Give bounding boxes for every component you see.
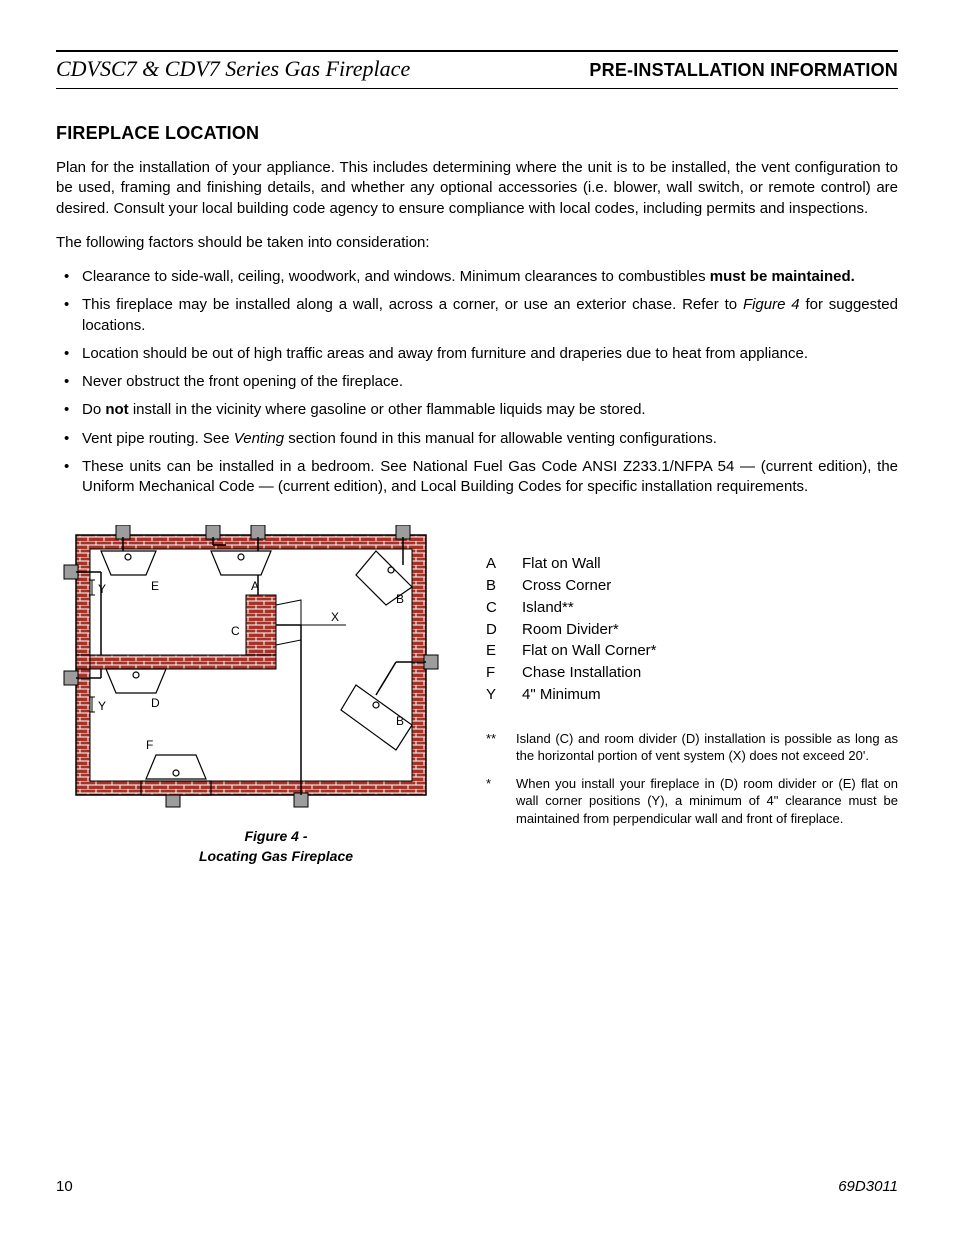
figure-caption: Figure 4 - Locating Gas Fireplace bbox=[56, 827, 446, 866]
bullet-6-text-a: Vent pipe routing. See bbox=[82, 430, 234, 447]
header-right: PRE-INSTALLATION INFORMATION bbox=[589, 60, 898, 81]
bullet-2: This fireplace may be installed along a … bbox=[82, 295, 898, 336]
legend-key: D bbox=[486, 619, 504, 641]
legend-label: Room Divider* bbox=[522, 619, 619, 641]
note-mark: ** bbox=[486, 730, 502, 765]
bullet-5: Do not install in the vicinity where gas… bbox=[82, 400, 898, 420]
bullet-1-text-a: Clearance to side-wall, ceiling, woodwor… bbox=[82, 268, 710, 285]
svg-text:B: B bbox=[396, 714, 404, 728]
intro-para-2: The following factors should be taken in… bbox=[56, 233, 898, 253]
legend-key: A bbox=[486, 553, 504, 575]
svg-text:F: F bbox=[146, 738, 153, 752]
note-text: Island (C) and room divider (D) installa… bbox=[516, 730, 898, 765]
legend-label: Flat on Wall Corner* bbox=[522, 640, 657, 662]
legend-label: Cross Corner bbox=[522, 575, 611, 597]
legend-row-a: A Flat on Wall bbox=[486, 553, 898, 575]
legend-key: E bbox=[486, 640, 504, 662]
legend-row-f: F Chase Installation bbox=[486, 662, 898, 684]
note-2: * When you install your fireplace in (D)… bbox=[486, 775, 898, 828]
svg-text:A: A bbox=[251, 579, 259, 593]
legend-notes: ** Island (C) and room divider (D) insta… bbox=[486, 730, 898, 828]
bullet-3: Location should be out of high traffic a… bbox=[82, 344, 898, 364]
page: CDVSC7 & CDV7 Series Gas Fireplace PRE-I… bbox=[0, 0, 954, 1235]
bullet-4: Never obstruct the front opening of the … bbox=[82, 372, 898, 392]
figure-legend: A Flat on Wall B Cross Corner C Island** DR… bbox=[486, 525, 898, 837]
header-row: CDVSC7 & CDV7 Series Gas Fireplace PRE-I… bbox=[56, 56, 898, 89]
figure-area: E A B C X B D F Y Y Figure 4 - Locating … bbox=[56, 525, 898, 866]
doc-number: 69D3011 bbox=[838, 1178, 898, 1195]
section-heading: FIREPLACE LOCATION bbox=[56, 123, 898, 144]
legend-label: 4" Minimum bbox=[522, 684, 601, 706]
bullet-5-text-c: install in the vicinity where gasoline o… bbox=[129, 401, 646, 418]
bullet-6-text-b: Venting bbox=[234, 430, 284, 447]
legend-key: Y bbox=[486, 684, 504, 706]
bullet-7: These units can be installed in a bedroo… bbox=[82, 457, 898, 498]
svg-text:X: X bbox=[331, 610, 339, 624]
bullet-6: Vent pipe routing. See Venting section f… bbox=[82, 429, 898, 449]
footer: 10 69D3011 bbox=[56, 1178, 898, 1195]
note-mark: * bbox=[486, 775, 502, 828]
note-text: When you install your fireplace in (D) r… bbox=[516, 775, 898, 828]
bullet-1: Clearance to side-wall, ceiling, woodwor… bbox=[82, 267, 898, 287]
top-rule bbox=[56, 50, 898, 52]
svg-text:B: B bbox=[396, 592, 404, 606]
bullet-2-text-a: This fireplace may be installed along a … bbox=[82, 296, 743, 313]
legend-label: Chase Installation bbox=[522, 662, 641, 684]
figure-caption-line1: Figure 4 - bbox=[244, 828, 307, 844]
bullet-2-text-b: Figure 4 bbox=[743, 296, 800, 313]
svg-text:Y: Y bbox=[98, 699, 106, 713]
header-left: CDVSC7 & CDV7 Series Gas Fireplace bbox=[56, 56, 410, 82]
legend-row-y: Y 4" Minimum bbox=[486, 684, 898, 706]
bullet-5-text-a: Do bbox=[82, 401, 105, 418]
page-number: 10 bbox=[56, 1178, 73, 1195]
legend-list: A Flat on Wall B Cross Corner C Island** DR… bbox=[486, 553, 898, 705]
legend-key: F bbox=[486, 662, 504, 684]
svg-text:Y: Y bbox=[98, 582, 106, 596]
legend-row-b: B Cross Corner bbox=[486, 575, 898, 597]
svg-text:D: D bbox=[151, 696, 160, 710]
legend-row-d: D Room Divider* bbox=[486, 619, 898, 641]
legend-row-e: E Flat on Wall Corner* bbox=[486, 640, 898, 662]
legend-key: B bbox=[486, 575, 504, 597]
intro-para-1: Plan for the installation of your applia… bbox=[56, 158, 898, 219]
svg-text:C: C bbox=[231, 624, 240, 638]
legend-label: Island** bbox=[522, 597, 574, 619]
legend-row-c: C Island** bbox=[486, 597, 898, 619]
svg-text:E: E bbox=[151, 579, 159, 593]
bullet-6-text-c: section found in this manual for allowab… bbox=[284, 430, 717, 447]
note-1: ** Island (C) and room divider (D) insta… bbox=[486, 730, 898, 765]
figure-diagram: E A B C X B D F Y Y bbox=[56, 525, 446, 815]
legend-key: C bbox=[486, 597, 504, 619]
figure-caption-line2: Locating Gas Fireplace bbox=[199, 848, 353, 864]
bullet-5-text-b: not bbox=[105, 401, 128, 418]
figure-left: E A B C X B D F Y Y Figure 4 - Locating … bbox=[56, 525, 446, 866]
legend-label: Flat on Wall bbox=[522, 553, 601, 575]
bullet-list: Clearance to side-wall, ceiling, woodwor… bbox=[56, 267, 898, 497]
bullet-1-text-b: must be maintained. bbox=[710, 268, 855, 285]
